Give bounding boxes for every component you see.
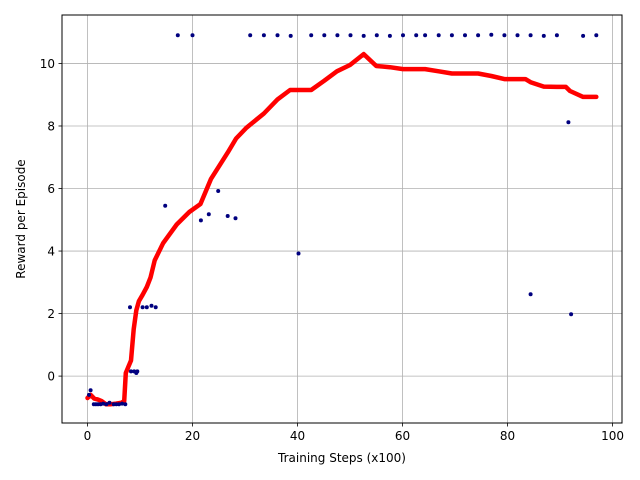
y-tick-label: 4 [47, 244, 55, 258]
episode-reward-point [288, 33, 293, 38]
episode-reward-point [374, 33, 379, 38]
episode-reward-point [87, 392, 91, 397]
episode-reward-point [401, 33, 405, 38]
episode-reward-point [233, 216, 238, 221]
episode-reward-point [198, 218, 203, 223]
episode-reward-point [104, 402, 109, 407]
episode-reward-point [163, 203, 168, 208]
episode-reward-point [309, 33, 314, 38]
episode-reward-point [569, 312, 574, 317]
episode-reward-point [387, 33, 392, 38]
y-axis-label: Reward per Episode [14, 159, 28, 278]
episode-reward-point [117, 402, 121, 407]
episode-reward-point [348, 33, 353, 38]
episode-reward-point [449, 33, 454, 38]
episode-reward-point [129, 369, 133, 374]
plot-frame [61, 14, 623, 424]
series-layer [85, 32, 599, 407]
tick-layer: 0 20 40 60 80 100 0 2 4 6 8 10 [40, 57, 624, 443]
episode-reward-point [476, 33, 481, 38]
episode-reward-point [248, 33, 253, 38]
episode-reward-point [101, 401, 106, 406]
x-tick-label: 60 [395, 429, 410, 443]
episode-reward-point [335, 33, 340, 38]
episode-reward-point [528, 292, 533, 297]
episode-reward-point [175, 33, 180, 38]
episode-reward-point [502, 33, 507, 38]
episode-reward-point [361, 33, 366, 38]
episode-reward-point [463, 33, 467, 38]
episode-reward-point [515, 33, 520, 38]
episode-reward-point [107, 400, 112, 405]
episode-reward-point [322, 33, 327, 38]
episode-reward-point [275, 33, 280, 38]
episode-reward-point [489, 32, 494, 37]
y-tick-label: 2 [47, 307, 55, 321]
episode-reward-point [436, 33, 441, 38]
episode-reward-point [216, 189, 221, 193]
episode-reward-point [140, 305, 145, 310]
episode-reward-point [528, 33, 533, 38]
episode-reward-point [190, 33, 195, 38]
episode-reward-point [128, 305, 132, 310]
y-tick-label: 10 [40, 57, 55, 71]
y-tick-label: 6 [47, 182, 55, 196]
x-tick-label: 100 [601, 429, 624, 443]
episode-reward-point [423, 33, 428, 38]
episode-reward-point [581, 33, 586, 38]
episode-reward-point [135, 369, 140, 374]
episode-reward-point [541, 33, 546, 38]
x-axis-label: Training Steps (x100) [277, 451, 406, 465]
episode-reward-point [144, 305, 149, 310]
y-tick-label: 8 [47, 119, 55, 133]
moving-average-line [85, 51, 599, 407]
episode-reward-point [225, 214, 230, 218]
episode-reward-point [261, 33, 266, 38]
x-tick-label: 80 [500, 429, 515, 443]
x-tick-label: 40 [290, 429, 305, 443]
episode-reward-point [414, 33, 419, 38]
episode-reward-point [120, 401, 125, 406]
episode-reward-point [206, 212, 211, 217]
y-tick-label: 0 [47, 369, 55, 383]
episode-reward-point [554, 33, 559, 38]
episode-reward-point [123, 402, 128, 407]
episode-reward-point [594, 33, 599, 38]
x-tick-label: 20 [185, 429, 200, 443]
episode-reward-point [88, 388, 93, 393]
grid-layer [62, 15, 622, 423]
episode-reward-point [296, 251, 301, 256]
episode-reward-point [153, 305, 158, 310]
episode-reward-point [149, 303, 154, 308]
episode-reward-point [566, 120, 571, 125]
x-tick-label: 0 [84, 429, 92, 443]
